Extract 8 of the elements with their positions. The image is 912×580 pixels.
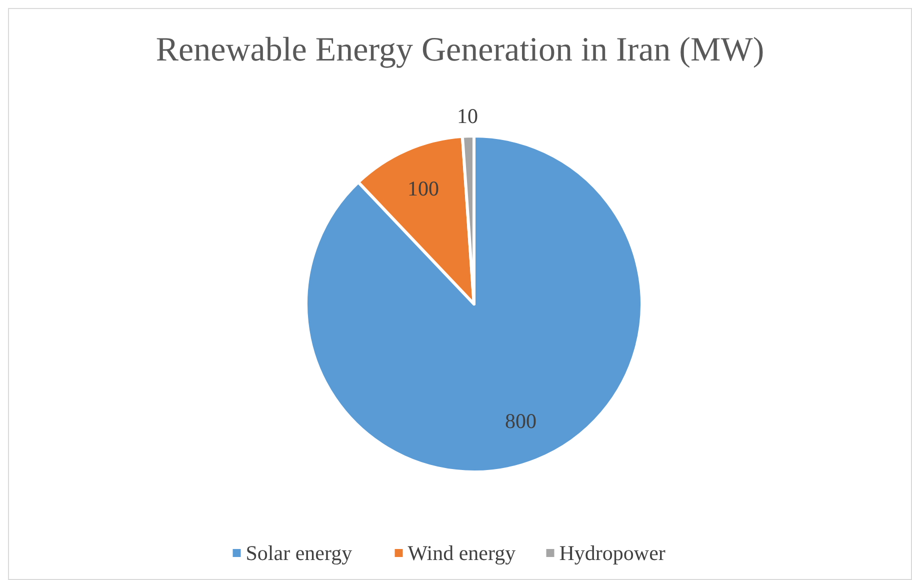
chart-title: Renewable Energy Generation in Iran (MW)	[156, 32, 764, 68]
legend-label: Solar energy	[246, 541, 353, 565]
legend-label: Wind energy	[408, 541, 516, 565]
data-label: 800	[504, 409, 536, 434]
data-label: 100	[408, 176, 440, 201]
data-label: 10	[457, 104, 478, 128]
legend-label: Hydropower	[559, 541, 666, 565]
pie-slice	[304, 134, 644, 474]
